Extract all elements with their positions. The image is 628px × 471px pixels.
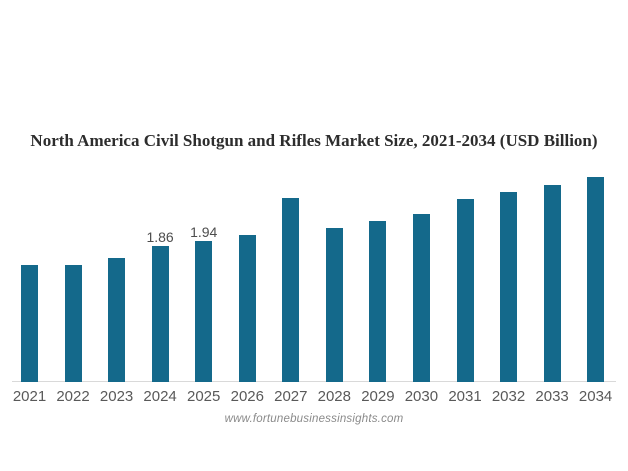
bar-2023 [108,258,126,382]
bar-2027 [282,198,300,382]
value-label-2024: 1.86 [146,229,174,245]
x-tick-2031: 2031 [448,388,482,405]
footer-url: www.fortunebusinessinsights.com [224,413,404,425]
bar-2025 [195,241,213,382]
bar-2024 [151,246,169,382]
x-tick-2025: 2025 [187,388,221,405]
x-tick-2030: 2030 [404,388,439,405]
bar-2022 [64,265,82,382]
x-tick-2026: 2026 [230,388,264,405]
x-tick-2032: 2032 [491,388,526,405]
bar-2028 [325,228,343,382]
x-tick-2021: 2021 [12,388,47,405]
x-tick-2022: 2022 [56,388,90,405]
x-tick-2029: 2029 [361,388,395,405]
bar-2026 [238,235,256,382]
x-tick-2024: 2024 [143,388,177,405]
bar-2029 [369,221,387,382]
bar-2031 [456,199,474,382]
x-tick-2023: 2023 [99,388,134,405]
x-tick-2028: 2028 [317,388,351,405]
bar-2034 [587,177,605,382]
x-tick-2033: 2033 [535,388,569,405]
x-axis-line [12,381,616,382]
value-label-2025: 1.94 [190,224,218,240]
x-tick-2034: 2034 [578,388,613,405]
bar-2033 [543,185,561,382]
bar-2030 [412,214,430,382]
x-tick-2027: 2027 [274,388,308,405]
bar-2032 [500,192,517,382]
bar-2021 [21,265,38,382]
chart-title: North America Civil Shotgun and Rifles M… [30,131,598,150]
